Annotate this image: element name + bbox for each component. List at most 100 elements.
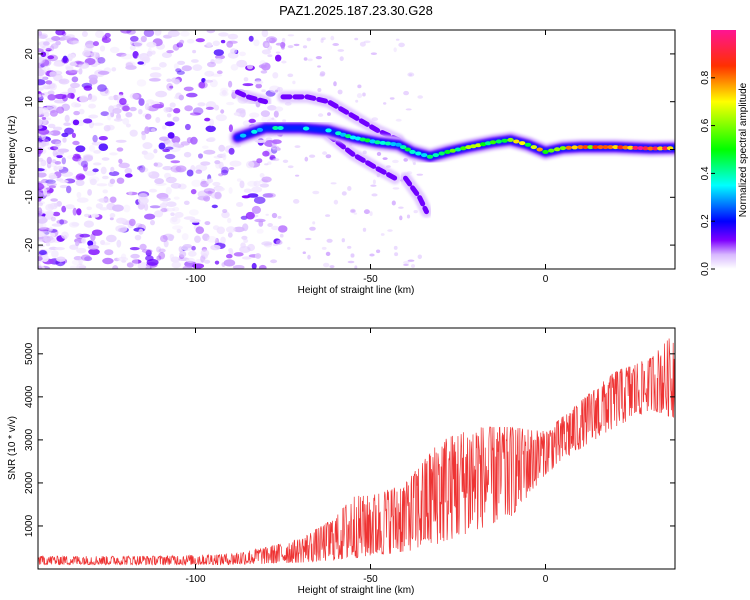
noise-blob <box>103 125 111 132</box>
y-tick-label: 10 <box>24 96 35 108</box>
noise-blob <box>90 51 99 58</box>
noise-blob <box>48 185 57 189</box>
noise-blob <box>51 36 61 41</box>
noise-blob <box>174 211 184 218</box>
noise-blob <box>320 38 324 43</box>
noise-blob <box>64 127 74 135</box>
noise-blob <box>75 241 80 247</box>
noise-blob <box>76 247 87 254</box>
noise-blob <box>59 179 69 184</box>
noise-blob <box>95 30 105 38</box>
noise-blob <box>247 64 253 70</box>
noise-blob <box>268 37 276 44</box>
noise-blob <box>38 124 43 130</box>
ridge-sample <box>480 142 487 147</box>
ridge-sample <box>421 153 428 158</box>
noise-blob <box>91 96 97 102</box>
noise-blob <box>170 165 182 173</box>
noise-blob <box>76 191 82 199</box>
noise-blob <box>271 212 278 219</box>
noise-blob <box>38 68 45 77</box>
noise-blob <box>110 111 115 118</box>
noise-blob <box>41 179 54 184</box>
noise-blob <box>276 86 283 92</box>
noise-blob <box>40 159 47 167</box>
noise-blob <box>61 31 67 37</box>
ridge-sample <box>454 147 462 152</box>
noise-blob <box>189 218 201 223</box>
noise-blob <box>393 47 397 53</box>
noise-blob <box>387 229 393 232</box>
ridge-sample <box>460 146 467 151</box>
noise-blob <box>274 89 279 93</box>
noise-blob <box>160 235 168 243</box>
ridge-sample <box>379 140 386 145</box>
noise-blob <box>78 258 83 266</box>
noise-blob <box>407 259 415 262</box>
noise-blob <box>88 103 96 109</box>
noise-blob <box>162 233 175 241</box>
noise-blob <box>176 70 185 75</box>
noise-blob <box>75 175 81 181</box>
noise-blob <box>228 147 235 155</box>
noise-blob <box>98 197 111 204</box>
noise-blob <box>46 156 52 165</box>
noise-blob <box>122 118 130 125</box>
noise-blob <box>129 92 140 100</box>
noise-blob <box>79 95 89 103</box>
noise-blob <box>392 159 399 164</box>
noise-blob <box>97 198 108 202</box>
noise-blob <box>56 219 68 225</box>
noise-blob <box>173 79 180 85</box>
noise-blob <box>82 163 88 172</box>
noise-blob <box>132 92 142 100</box>
noise-blob <box>38 118 43 126</box>
noise-blob <box>245 211 255 220</box>
noise-blob <box>42 69 47 75</box>
noise-blob <box>214 191 222 200</box>
noise-blob <box>71 40 80 45</box>
noise-blob <box>239 51 246 57</box>
ridge-sample <box>277 126 284 130</box>
noise-blob <box>186 137 193 144</box>
noise-blob <box>391 200 396 206</box>
noise-blob <box>38 141 43 149</box>
noise-blob <box>162 200 169 205</box>
y-tick-label: 4000 <box>24 385 35 408</box>
noise-blob <box>200 179 206 185</box>
noise-blob <box>330 35 335 41</box>
noise-blob <box>362 150 367 155</box>
noise-blob <box>100 166 107 175</box>
noise-blob <box>236 59 248 68</box>
noise-blob <box>61 171 74 177</box>
noise-blob <box>376 249 381 254</box>
noise-blob <box>38 227 51 232</box>
noise-blob <box>116 52 127 57</box>
noise-blob <box>38 48 44 53</box>
noise-blob <box>214 58 223 64</box>
noise-blob <box>233 226 245 233</box>
noise-blob <box>61 157 66 165</box>
noise-blob <box>347 260 355 264</box>
noise-blob <box>75 179 85 186</box>
noise-blob <box>275 51 281 54</box>
noise-blob <box>141 55 151 64</box>
noise-blob <box>327 112 331 116</box>
noise-blob <box>38 202 44 207</box>
noise-blob <box>251 186 263 193</box>
noise-blob <box>279 233 284 238</box>
secondary-branches <box>231 86 433 218</box>
noise-blob <box>38 265 42 269</box>
noise-blob <box>356 93 363 99</box>
ridge-sample <box>632 145 639 150</box>
noise-blob <box>179 39 185 45</box>
noise-blob <box>130 40 135 46</box>
ridge-sample <box>637 146 644 151</box>
noise-blob <box>192 263 205 269</box>
noise-blob <box>38 191 43 198</box>
noise-blob <box>201 145 209 149</box>
noise-blob <box>117 256 129 262</box>
noise-blob <box>149 205 161 209</box>
noise-blob <box>197 81 208 89</box>
noise-blob <box>226 254 233 259</box>
